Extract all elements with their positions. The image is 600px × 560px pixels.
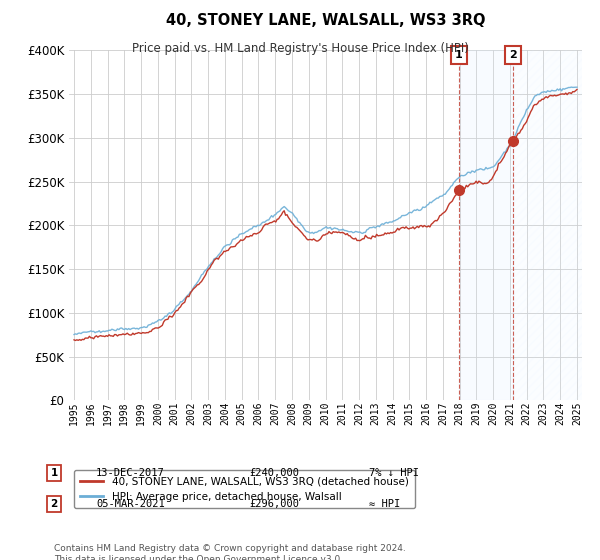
Text: 1: 1 — [50, 468, 58, 478]
Bar — [459, 50, 513, 400]
Text: £296,000: £296,000 — [249, 499, 299, 509]
Text: 2: 2 — [509, 50, 517, 60]
Text: 7% ↓ HPI: 7% ↓ HPI — [369, 468, 419, 478]
Title: 40, STONEY LANE, WALSALL, WS3 3RQ: 40, STONEY LANE, WALSALL, WS3 3RQ — [166, 13, 485, 29]
Bar — [513, 50, 586, 400]
Text: 05-MAR-2021: 05-MAR-2021 — [96, 499, 165, 509]
Text: 13-DEC-2017: 13-DEC-2017 — [96, 468, 165, 478]
Legend: 40, STONEY LANE, WALSALL, WS3 3RQ (detached house), HPI: Average price, detached: 40, STONEY LANE, WALSALL, WS3 3RQ (detac… — [74, 470, 415, 508]
Text: Contains HM Land Registry data © Crown copyright and database right 2024.
This d: Contains HM Land Registry data © Crown c… — [54, 544, 406, 560]
Text: 1: 1 — [455, 50, 463, 60]
Text: £240,000: £240,000 — [249, 468, 299, 478]
Text: Price paid vs. HM Land Registry's House Price Index (HPI): Price paid vs. HM Land Registry's House … — [131, 42, 469, 55]
Text: ≈ HPI: ≈ HPI — [369, 499, 400, 509]
Text: 2: 2 — [50, 499, 58, 509]
